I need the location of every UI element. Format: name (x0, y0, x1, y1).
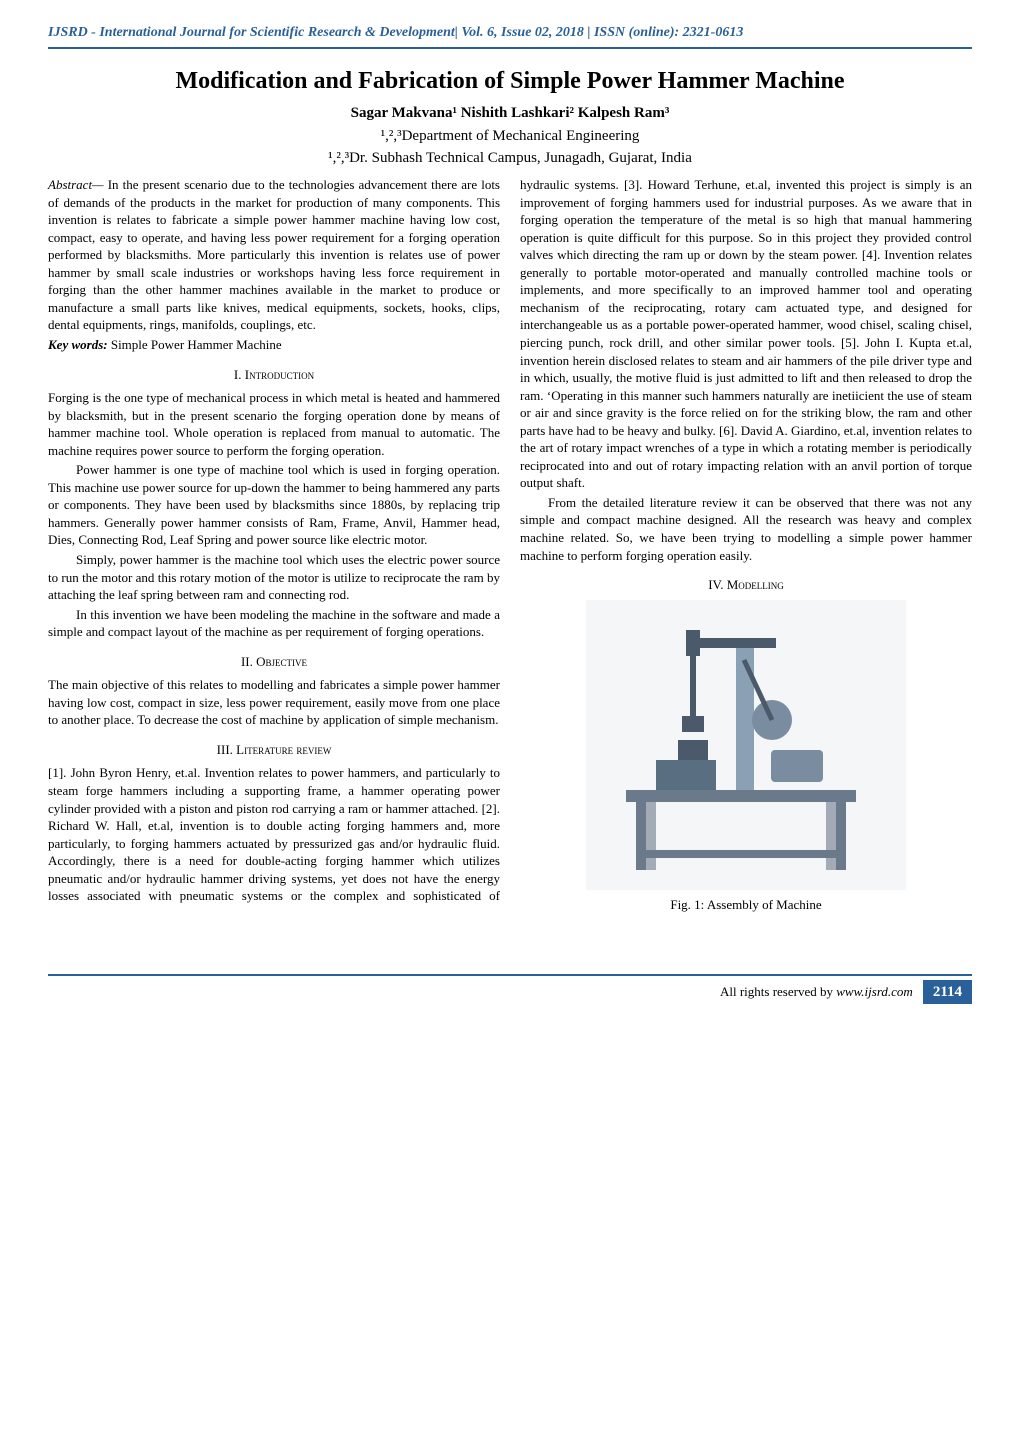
page-footer: All rights reserved by www.ijsrd.com 211… (48, 974, 972, 1004)
paper-title: Modification and Fabrication of Simple P… (48, 65, 972, 97)
lit-p2: From the detailed literature review it c… (520, 494, 972, 564)
section-heading-modelling: IV. Modelling (520, 576, 972, 594)
authors: Sagar Makvana¹ Nishith Lashkari² Kalpesh… (48, 103, 972, 123)
intro-p2: Power hammer is one type of machine tool… (48, 461, 500, 549)
footer-text: All rights reserved by www.ijsrd.com (720, 983, 913, 1001)
section-num: IV. (708, 577, 723, 592)
section-heading-intro: I. Introduction (48, 366, 500, 384)
section-name: Modelling (727, 577, 784, 592)
figure-1-caption: Fig. 1: Assembly of Machine (520, 896, 972, 914)
intro-p3: Simply, power hammer is the machine tool… (48, 551, 500, 604)
assembly-machine-illustration (586, 600, 906, 890)
section-num: I. (234, 367, 242, 382)
footer-prefix: All rights reserved by (720, 984, 836, 999)
section-name: Introduction (245, 367, 314, 382)
footer-site: www.ijsrd.com (836, 984, 913, 999)
abstract-label: Abstract— (48, 177, 104, 192)
journal-header: IJSRD - International Journal for Scient… (48, 24, 972, 49)
abstract-text: In the present scenario due to the techn… (48, 177, 500, 332)
page-number: 2114 (923, 980, 972, 1004)
keywords-text: Simple Power Hammer Machine (108, 337, 282, 352)
intro-p4: In this invention we have been modeling … (48, 606, 500, 641)
section-num: II. (241, 654, 253, 669)
section-name: Objective (256, 654, 307, 669)
affiliation-dept: ¹,²,³Department of Mechanical Engineerin… (48, 126, 972, 146)
section-heading-litreview: III. Literature review (48, 741, 500, 759)
section-num: III. (217, 742, 233, 757)
abstract-block: Abstract— In the present scenario due to… (48, 176, 500, 334)
affiliation-institute: ¹,²,³Dr. Subhash Technical Campus, Junag… (48, 148, 972, 168)
section-heading-objective: II. Objective (48, 653, 500, 671)
body-columns: Abstract— In the present scenario due to… (48, 176, 972, 914)
section-name: Literature review (236, 742, 331, 757)
keywords-label: Key words: (48, 337, 108, 352)
figure-1: Fig. 1: Assembly of Machine (520, 600, 972, 914)
keywords-block: Key words: Simple Power Hammer Machine (48, 336, 500, 354)
objective-p1: The main objective of this relates to mo… (48, 676, 500, 729)
intro-p1: Forging is the one type of mechanical pr… (48, 389, 500, 459)
